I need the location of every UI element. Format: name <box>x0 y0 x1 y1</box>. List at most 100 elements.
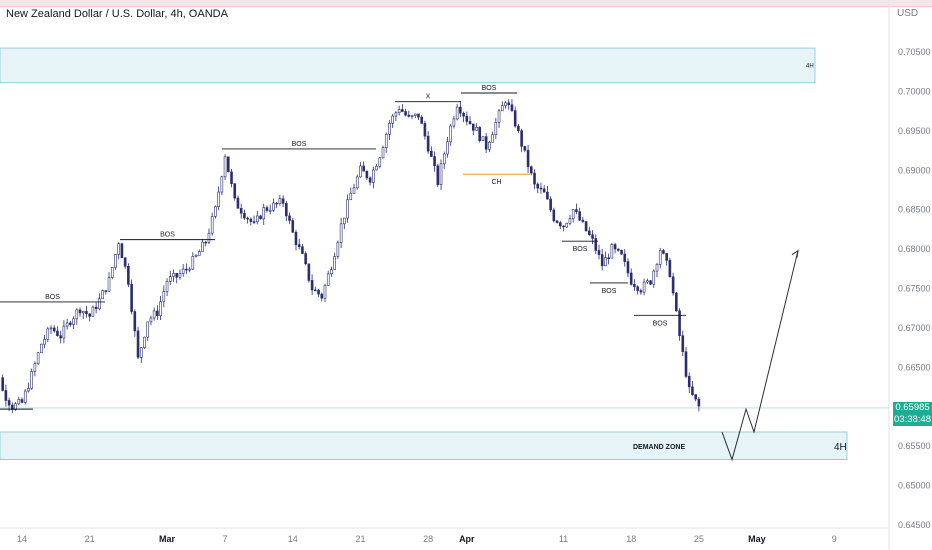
candle-body <box>533 172 536 185</box>
candle-body <box>581 219 585 222</box>
demand-zone-tf-label: 4H <box>834 442 847 453</box>
candle-body <box>88 313 91 317</box>
annotations-layer: BOS BOS BOS X BOS CH BOS BOS BOS <box>0 85 686 410</box>
x-tick-label: Apr <box>459 534 475 544</box>
structure-label: CH <box>491 179 501 186</box>
candle-body <box>597 250 601 255</box>
candle-body <box>507 102 511 106</box>
candle-body <box>78 309 82 314</box>
supply-zone <box>0 47 816 84</box>
candle-body <box>439 163 443 185</box>
candle-body <box>123 257 127 267</box>
candle-body <box>623 253 627 262</box>
candle-body <box>343 217 346 225</box>
candle-body <box>136 330 140 358</box>
candle-body <box>449 125 453 143</box>
candle-body <box>575 209 578 213</box>
candle-body <box>529 166 533 174</box>
candle-body <box>249 218 253 222</box>
candle-body <box>56 330 59 336</box>
candle-body <box>578 211 581 221</box>
candle-body <box>362 165 365 172</box>
candle-body <box>223 156 227 178</box>
candle-body <box>17 399 21 405</box>
y-tick-label: 0.68500 <box>898 205 931 215</box>
candle-body <box>236 197 240 209</box>
candle-body <box>330 269 333 275</box>
candle-body <box>459 106 462 114</box>
candle-body <box>410 115 414 117</box>
candle-body <box>275 202 278 205</box>
candle-body <box>217 191 220 207</box>
candle-body <box>452 118 456 127</box>
candle-body <box>127 266 130 285</box>
y-tick-label: 0.65000 <box>898 481 931 491</box>
projection-path <box>721 250 799 462</box>
candle-body <box>462 112 465 117</box>
candle-body <box>326 273 330 286</box>
candle-body <box>526 149 530 168</box>
candle-body <box>523 146 527 151</box>
candle-body <box>62 325 66 339</box>
x-tick-label: 28 <box>423 534 433 544</box>
candle-body <box>617 248 620 251</box>
candle-body <box>442 153 446 165</box>
candle-body <box>165 281 169 292</box>
candle-body <box>20 399 24 403</box>
candle-body <box>265 207 269 211</box>
candle-body <box>207 232 211 243</box>
demand-zone-label: DEMAND ZONE <box>633 444 685 451</box>
candle-body <box>339 223 343 243</box>
candle-body <box>201 241 204 252</box>
candle-body <box>285 203 288 217</box>
structure-label: BOS <box>482 85 497 92</box>
candle-body <box>652 270 656 285</box>
candle-body <box>475 127 478 131</box>
x-axis: 14 21 Mar 7 14 21 28 Apr 11 18 25 May 9 <box>17 534 837 544</box>
y-tick-label: 0.69000 <box>898 165 931 175</box>
candle-body <box>407 114 411 117</box>
x-tick-label: 11 <box>559 534 568 544</box>
candle-body <box>94 306 98 310</box>
candle-body <box>391 115 394 124</box>
structure-label: BOS <box>45 294 60 301</box>
candle-body <box>239 208 243 214</box>
x-tick-label: 18 <box>626 534 636 544</box>
x-tick-label: 14 <box>17 534 27 544</box>
structure-label: BOS <box>573 246 588 253</box>
candle-body <box>172 273 175 277</box>
currency-label[interactable]: USD <box>897 8 919 19</box>
candle-body <box>349 192 353 201</box>
y-tick-label: 0.65500 <box>898 441 931 451</box>
candle-body <box>397 109 401 114</box>
structure-label: BOS <box>602 288 617 295</box>
candle-body <box>36 352 40 365</box>
candle-body <box>684 351 688 377</box>
last-price-value: 0.65985 <box>895 402 930 413</box>
candle-body <box>117 243 120 255</box>
candle-body <box>565 222 569 228</box>
candle-body <box>133 311 137 332</box>
y-tick-label: 0.64500 <box>898 520 931 530</box>
candle-body <box>562 225 565 228</box>
candle-body <box>549 198 552 211</box>
candle-body <box>272 202 275 211</box>
candle-body <box>420 116 423 124</box>
candles-layer <box>1 99 701 414</box>
candle-body <box>607 257 610 259</box>
candle-body <box>104 290 108 292</box>
candle-body <box>642 281 646 293</box>
candle-body <box>4 390 8 401</box>
candle-body <box>633 284 636 288</box>
candle-body <box>226 156 230 173</box>
candle-body <box>23 390 27 403</box>
candle-body <box>401 109 404 112</box>
candle-body <box>11 404 14 410</box>
candle-body <box>152 310 156 319</box>
candle-body <box>130 284 133 312</box>
candle-body <box>307 263 311 281</box>
candle-body <box>91 306 95 317</box>
candle-body <box>175 273 179 278</box>
candle-body <box>430 150 433 157</box>
